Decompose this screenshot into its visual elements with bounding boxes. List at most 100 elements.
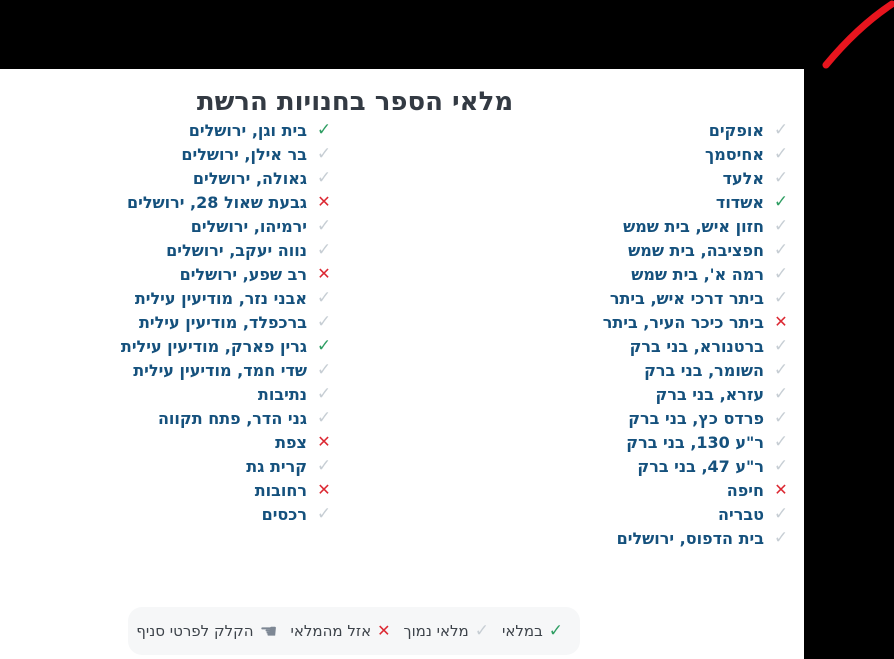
branch-name: ירמיהו, ירושלים xyxy=(190,216,307,236)
branch-name: אשדוד xyxy=(715,192,764,212)
branch-name: שדי חמד, מודיעין עילית xyxy=(133,360,307,380)
check-icon: ✓ xyxy=(316,119,332,140)
branch-item[interactable]: ✓ ר"ע 130, בני ברק xyxy=(626,430,790,454)
check-icon: ✓ xyxy=(474,620,489,641)
branch-item[interactable]: ✓ ברכפלד, מודיעין עילית xyxy=(139,310,333,334)
legend-item: ✓ מלאי נמוך xyxy=(404,622,489,640)
check-icon: ✓ xyxy=(773,407,789,428)
check-icon: ✓ xyxy=(773,167,789,188)
page-title: מלאי הספר בחנויות הרשת xyxy=(196,87,514,118)
check-icon: ✓ xyxy=(773,335,789,356)
branch-name: קרית גת xyxy=(246,456,307,476)
branch-item[interactable]: ✓ חזון איש, בית שמש xyxy=(623,214,790,238)
check-icon: ✓ xyxy=(316,167,332,188)
check-icon: ✓ xyxy=(773,263,789,284)
branch-name: ברטנורא, בני ברק xyxy=(629,336,764,356)
legend-label: אזל מהמלאי xyxy=(290,622,372,640)
branch-item[interactable]: ✓ אופקים xyxy=(709,118,790,142)
check-icon: ✓ xyxy=(773,455,789,476)
x-icon: ✕ xyxy=(774,480,788,499)
branch-column-right: ✓ אופקים ✓ אחיסמך ✓ אלעד ✓ אשדוד ✓ חזון איש, בית … xyxy=(603,118,790,550)
check-icon: ✓ xyxy=(316,503,332,524)
branch-name: אלעד xyxy=(722,168,764,188)
branch-item[interactable]: ✓ אחיסמך xyxy=(705,142,790,166)
branch-item[interactable]: ✕ רחובות xyxy=(255,478,333,502)
branch-name: בית וגן, ירושלים xyxy=(188,120,307,140)
branch-item[interactable]: ✓ נתיבות xyxy=(258,382,333,406)
x-icon: ✕ xyxy=(377,621,391,640)
branch-item[interactable]: ✓ גרין פארק, מודיעין עילית xyxy=(121,334,333,358)
branch-item[interactable]: ✓ ירמיהו, ירושלים xyxy=(191,214,333,238)
branch-item[interactable]: ✓ טבריה xyxy=(718,502,790,526)
check-icon: ✓ xyxy=(316,383,332,404)
branch-item[interactable]: ✓ פרדס כץ, בני ברק xyxy=(628,406,790,430)
branch-name: נווה יעקב, ירושלים xyxy=(166,240,307,260)
check-icon: ✓ xyxy=(773,503,789,524)
branch-name: רב שפע, ירושלים xyxy=(179,264,307,284)
branch-name: השומר, בני ברק xyxy=(644,360,764,380)
branch-item[interactable]: ✓ אשדוד xyxy=(716,190,790,214)
legend-label: מלאי נמוך xyxy=(403,622,469,640)
branch-item[interactable]: ✓ בית וגן, ירושלים xyxy=(189,118,333,142)
legend-item: ✓ במלאי xyxy=(502,622,563,640)
branch-item[interactable]: ✓ נווה יעקב, ירושלים xyxy=(166,238,333,262)
branch-name: גבעת שאול 28, ירושלים xyxy=(126,192,307,212)
check-icon: ✓ xyxy=(316,239,332,260)
branch-name: אחיסמך xyxy=(704,144,764,164)
branch-item[interactable]: ✓ עזרא, בני ברק xyxy=(656,382,790,406)
branch-item[interactable]: ✓ חפציבה, בית שמש xyxy=(628,238,790,262)
check-icon: ✓ xyxy=(316,311,332,332)
branch-item[interactable]: ✓ שדי חמד, מודיעין עילית xyxy=(133,358,333,382)
red-swoosh-graphic xyxy=(822,0,894,69)
branch-item[interactable]: ✓ גאולה, ירושלים xyxy=(193,166,333,190)
branch-name: רכסים xyxy=(261,504,307,524)
branch-name: נתיבות xyxy=(257,384,307,404)
check-icon: ✓ xyxy=(548,620,563,641)
branch-name: ר"ע 130, בני ברק xyxy=(626,432,764,452)
check-icon: ✓ xyxy=(316,215,332,236)
branch-name: עזרא, בני ברק xyxy=(655,384,764,404)
check-icon: ✓ xyxy=(773,383,789,404)
branch-name: אופקים xyxy=(708,120,764,140)
x-icon: ✕ xyxy=(317,480,331,499)
check-icon: ✓ xyxy=(773,119,789,140)
x-icon: ✕ xyxy=(317,264,331,283)
branch-item[interactable]: ✓ השומר, בני ברק xyxy=(644,358,790,382)
branch-name: צפת xyxy=(275,432,307,452)
branch-item[interactable]: ✓ רכסים xyxy=(262,502,333,526)
branch-item[interactable]: ✓ ברטנורא, בני ברק xyxy=(630,334,790,358)
branch-item[interactable]: ✓ קרית גת xyxy=(246,454,333,478)
branch-item[interactable]: ✓ אלעד xyxy=(723,166,790,190)
branch-name: גני הדר, פתח תקווה xyxy=(157,408,307,428)
branch-name: אבני נזר, מודיעין עילית xyxy=(134,288,307,308)
check-icon: ✓ xyxy=(316,407,332,428)
branch-name: רחובות xyxy=(254,480,307,500)
x-icon: ✕ xyxy=(774,312,788,331)
branch-item[interactable]: ✕ צפת xyxy=(275,430,333,454)
hand-icon: ☚ xyxy=(259,619,278,643)
branch-item[interactable]: ✕ רב שפע, ירושלים xyxy=(180,262,333,286)
branch-item[interactable]: ✓ בר אילן, ירושלים xyxy=(181,142,333,166)
branch-item[interactable]: ✕ גבעת שאול 28, ירושלים xyxy=(127,190,333,214)
legend-item: ✕ אזל מהמלאי xyxy=(291,622,391,640)
legend-item: ☚ הקלק לפרטי סניף xyxy=(136,621,277,641)
check-icon: ✓ xyxy=(773,239,789,260)
branch-name: רמה א', בית שמש xyxy=(631,264,764,284)
branch-name: גרין פארק, מודיעין עילית xyxy=(120,336,307,356)
legend-label: במלאי xyxy=(501,622,543,640)
branch-item[interactable]: ✓ רמה א', בית שמש xyxy=(631,262,790,286)
branch-name: ר"ע 47, בני ברק xyxy=(637,456,764,476)
branch-item[interactable]: ✓ גני הדר, פתח תקווה xyxy=(158,406,333,430)
branch-item[interactable]: ✕ חיפה xyxy=(727,478,790,502)
branch-name: חפציבה, בית שמש xyxy=(628,240,764,260)
branch-item[interactable]: ✓ אבני נזר, מודיעין עילית xyxy=(135,286,333,310)
branch-name: ברכפלד, מודיעין עילית xyxy=(138,312,307,332)
branch-item[interactable]: ✓ בית הדפוס, ירושלים xyxy=(617,526,790,550)
branch-item[interactable]: ✓ ביתר דרכי איש, ביתר xyxy=(610,286,790,310)
check-icon: ✓ xyxy=(773,215,789,236)
branch-name: ביתר דרכי איש, ביתר xyxy=(609,288,764,308)
branch-item[interactable]: ✓ ר"ע 47, בני ברק xyxy=(637,454,790,478)
x-icon: ✕ xyxy=(317,192,331,211)
branch-name: ביתר כיכר העיר, ביתר xyxy=(602,312,764,332)
branch-item[interactable]: ✕ ביתר כיכר העיר, ביתר xyxy=(603,310,790,334)
